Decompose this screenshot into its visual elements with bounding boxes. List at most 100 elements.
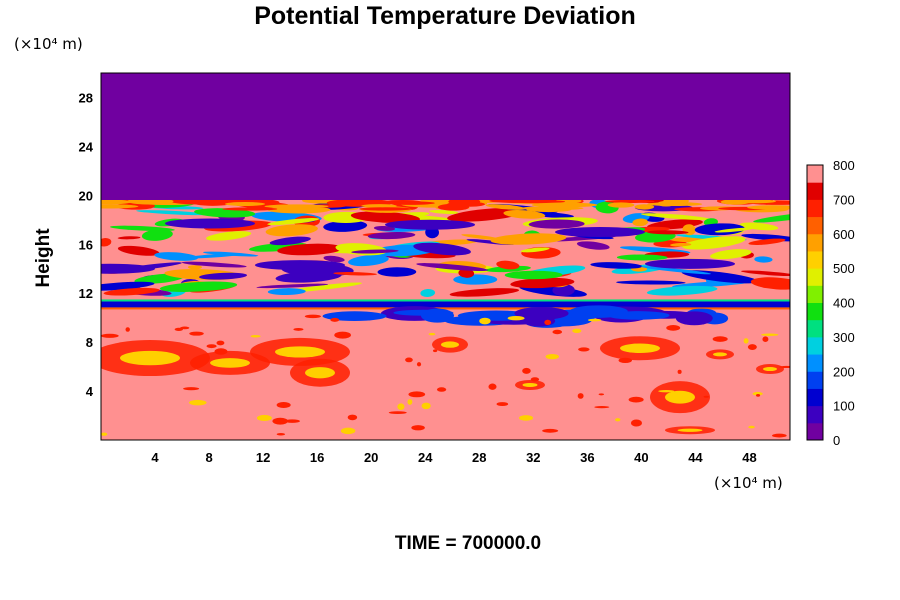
field-feature: [682, 236, 746, 250]
field-feature: [507, 316, 525, 321]
field-feature: [743, 338, 749, 344]
field-feature: [377, 267, 417, 277]
y-tick-label: 16: [79, 237, 93, 252]
field-feature: [441, 341, 459, 348]
field-feature: [334, 331, 351, 339]
field-feature: [101, 263, 155, 274]
field-feature: [752, 391, 763, 396]
colorbar-tick-label: 600: [833, 227, 855, 242]
field-feature: [101, 199, 131, 205]
x-tick-label: 36: [580, 450, 594, 465]
field-feature: [276, 433, 286, 436]
field-feature: [620, 343, 660, 354]
y-tick-label: 20: [79, 188, 93, 203]
field-feature: [630, 419, 643, 427]
field-feature: [101, 307, 790, 310]
field-feature: [101, 299, 790, 302]
field-feature: [572, 328, 582, 334]
field-feature: [428, 332, 436, 336]
lower-layer: [101, 305, 790, 440]
field-feature: [373, 225, 396, 231]
field-feature: [120, 350, 180, 366]
colorbar-segment: [807, 216, 823, 235]
field-feature: [747, 344, 757, 350]
field-feature: [367, 231, 416, 240]
plot-frame: [100, 72, 791, 441]
field-feature: [411, 425, 425, 431]
y-axis-label: Height: [33, 228, 54, 288]
field-feature: [416, 362, 422, 367]
field-feature: [206, 231, 252, 241]
field-feature: [577, 393, 584, 399]
field-feature: [154, 252, 199, 261]
field-feature: [665, 390, 695, 404]
field-feature: [447, 207, 525, 222]
field-feature: [210, 358, 250, 368]
field-feature: [754, 256, 773, 263]
field-feature: [522, 367, 531, 374]
field-feature: [385, 219, 475, 230]
field-feature: [256, 283, 329, 289]
field-feature: [542, 428, 559, 433]
field-feature: [359, 207, 412, 211]
field-feature: [461, 234, 502, 241]
field-feature: [675, 311, 713, 326]
colorbar-tick-label: 200: [833, 364, 855, 379]
field-feature: [397, 403, 405, 410]
field-feature: [216, 340, 225, 346]
field-feature: [755, 394, 761, 397]
field-feature: [616, 280, 686, 285]
field-feature: [753, 212, 790, 223]
upper-uniform-layer: [101, 73, 790, 200]
field-feature: [255, 260, 345, 271]
field-feature: [275, 346, 325, 358]
field-feature: [347, 414, 358, 421]
colorbar-segment: [807, 302, 823, 321]
field-feature: [628, 396, 644, 403]
field-feature: [293, 327, 304, 331]
field-feature: [416, 263, 488, 272]
y-tick-label: 24: [79, 139, 94, 154]
field-feature: [101, 301, 790, 308]
field-feature: [458, 268, 475, 278]
field-feature: [485, 204, 526, 210]
field-feature: [447, 201, 486, 207]
field-feature: [117, 236, 141, 240]
field-feature: [578, 347, 590, 352]
field-feature: [747, 205, 790, 210]
field-feature: [641, 213, 710, 220]
colorbar-tick-label: 400: [833, 296, 855, 311]
colorbar-segment: [807, 199, 823, 218]
colorbar: 0 100 200 300 400 500 600 700 800: [806, 158, 855, 448]
field-feature: [518, 415, 534, 421]
field-feature: [277, 243, 343, 256]
field-feature: [101, 204, 139, 209]
y-unit-label: (×10⁴ m): [14, 35, 83, 53]
field-feature: [224, 202, 266, 206]
field-feature: [528, 219, 585, 229]
field-feature: [762, 336, 769, 342]
field-feature: [149, 357, 159, 361]
field-feature: [449, 288, 520, 297]
field-feature: [741, 233, 790, 242]
colorbar-tick-label: 300: [833, 330, 855, 345]
field-feature: [763, 367, 777, 372]
field-feature: [103, 287, 160, 296]
field-feature: [503, 210, 546, 219]
x-tick-label: 4: [151, 450, 159, 465]
field-feature: [677, 369, 682, 374]
field-feature: [405, 357, 413, 363]
field-feature: [544, 319, 552, 326]
x-tick-label: 24: [418, 450, 433, 465]
field-feature: [615, 418, 621, 422]
field-feature: [101, 432, 108, 436]
y-tick-label: 8: [86, 335, 93, 350]
field-feature: [330, 317, 340, 322]
field-feature: [256, 414, 272, 422]
field-feature: [670, 242, 692, 247]
field-feature: [214, 348, 228, 355]
colorbar-segment: [807, 285, 823, 303]
field-feature: [141, 229, 173, 241]
field-feature: [267, 218, 320, 226]
colorbar-tick-label: 800: [833, 158, 855, 173]
